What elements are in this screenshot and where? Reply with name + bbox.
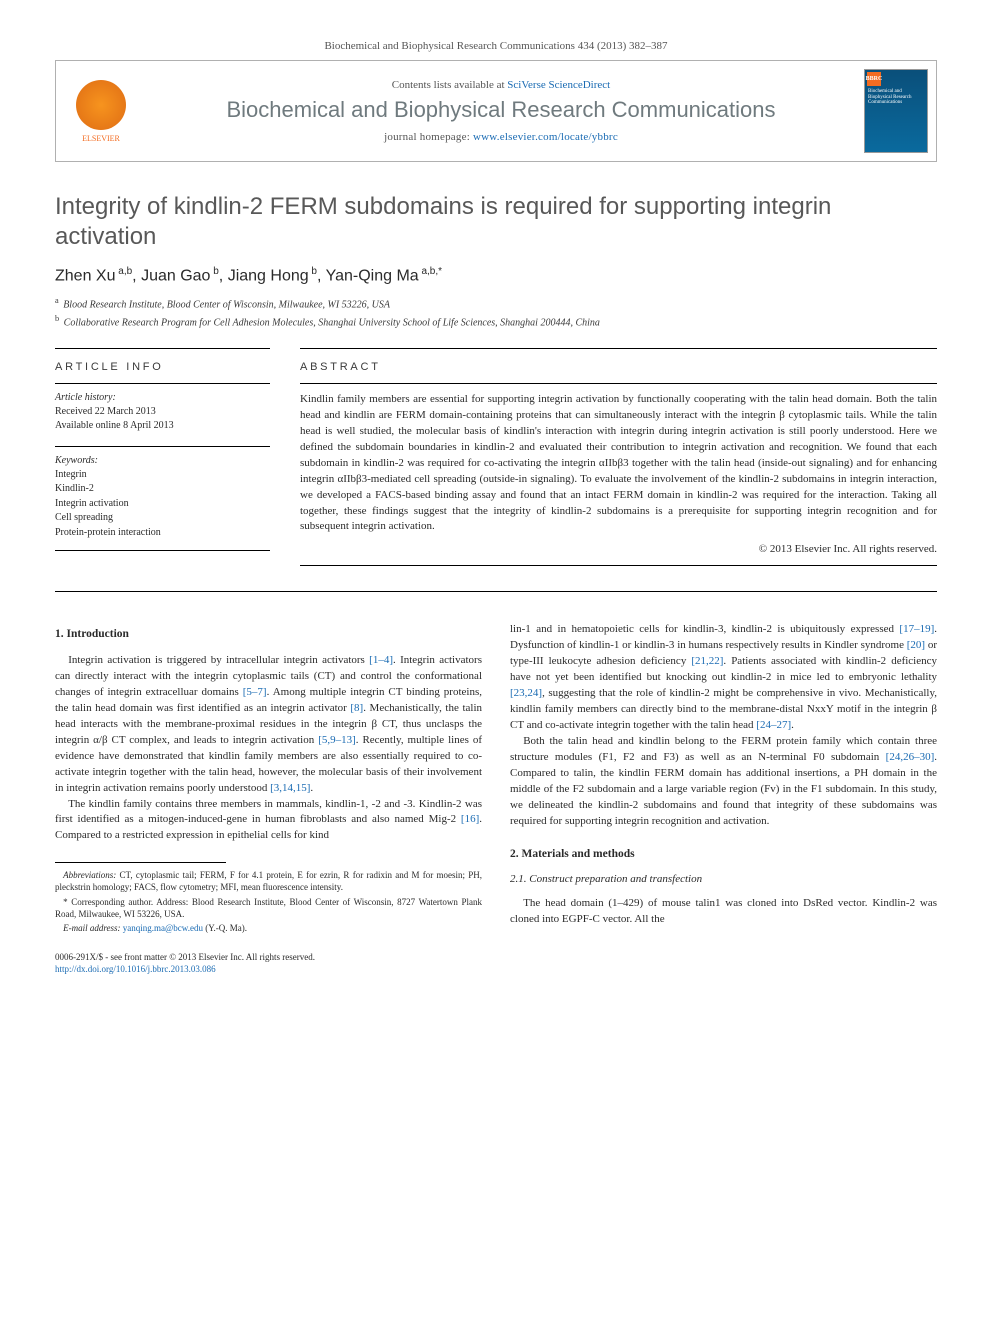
citation-line: Biochemical and Biophysical Research Com… bbox=[55, 40, 937, 52]
header-center: Contents lists available at SciVerse Sci… bbox=[146, 61, 856, 161]
text-run: . bbox=[791, 719, 794, 731]
author-list: Zhen Xu a,b, Juan Gao b, Jiang Hong b, Y… bbox=[55, 266, 937, 285]
text-run: lin-1 and in hematopoietic cells for kin… bbox=[510, 623, 899, 635]
intro-para-3: Both the talin head and kindlin belong t… bbox=[510, 734, 937, 830]
journal-header: ELSEVIER Contents lists available at Sci… bbox=[55, 60, 937, 162]
ref-link[interactable]: [21,22] bbox=[691, 655, 723, 667]
author-jiang-hong: Jiang Hong bbox=[228, 267, 309, 284]
scidirect-link[interactable]: SciVerse ScienceDirect bbox=[507, 79, 610, 91]
page-footer: 0006-291X/$ - see front matter © 2013 El… bbox=[55, 952, 482, 975]
abstract-text: Kindlin family members are essential for… bbox=[300, 392, 937, 535]
journal-name: Biochemical and Biophysical Research Com… bbox=[156, 97, 846, 123]
contents-prefix: Contents lists available at bbox=[392, 79, 507, 91]
left-column: 1. Introduction Integrin activation is t… bbox=[55, 622, 482, 975]
methods-subheading-1: 2.1. Construct preparation and transfect… bbox=[510, 872, 937, 888]
cover-line2: Biophysical Research Communications bbox=[868, 95, 924, 106]
ref-link[interactable]: [3,14,15] bbox=[270, 782, 310, 794]
affiliations: a Blood Research Institute, Blood Center… bbox=[55, 295, 937, 330]
methods-heading: 2. Materials and methods bbox=[510, 846, 937, 863]
journal-cover-icon: BBRC Biochemical and Biophysical Researc… bbox=[864, 69, 928, 153]
text-run: , suggesting that the role of kindlin-2 … bbox=[510, 687, 937, 731]
elsevier-label: ELSEVIER bbox=[82, 134, 120, 143]
email-link[interactable]: yanqing.ma@bcw.edu bbox=[121, 923, 203, 933]
abbrev-text: CT, cytoplasmic tail; FERM, F for 4.1 pr… bbox=[55, 870, 482, 892]
elsevier-logo-icon: ELSEVIER bbox=[66, 71, 136, 151]
methods-para-1: The head domain (1–429) of mouse talin1 … bbox=[510, 896, 937, 928]
author-sup: b bbox=[210, 266, 218, 277]
page-root: Biochemical and Biophysical Research Com… bbox=[0, 0, 992, 1005]
corr-label: * Corresponding author. bbox=[63, 897, 153, 907]
text-run: Both the talin head and kindlin belong t… bbox=[510, 735, 937, 763]
affiliation-text: Collaborative Research Program for Cell … bbox=[64, 317, 600, 328]
footnotes: Abbreviations: CT, cytoplasmic tail; FER… bbox=[55, 869, 482, 934]
doi-link[interactable]: http://dx.doi.org/10.1016/j.bbrc.2013.03… bbox=[55, 964, 216, 974]
contents-available-line: Contents lists available at SciVerse Sci… bbox=[156, 79, 846, 91]
author-sup: a,b bbox=[115, 266, 132, 277]
affiliation-b: b Collaborative Research Program for Cel… bbox=[55, 313, 937, 330]
intro-para-2: The kindlin family contains three member… bbox=[55, 797, 482, 845]
article-info-heading: ARTICLE INFO bbox=[55, 361, 270, 373]
cover-cell: BBRC Biochemical and Biophysical Researc… bbox=[856, 61, 936, 161]
corresponding-footnote: * Corresponding author. Address: Blood R… bbox=[55, 896, 482, 920]
ref-link[interactable]: [24–27] bbox=[756, 719, 791, 731]
email-who: (Y.-Q. Ma). bbox=[203, 923, 247, 933]
right-column: lin-1 and in hematopoietic cells for kin… bbox=[510, 622, 937, 975]
text-run: . bbox=[310, 782, 313, 794]
homepage-prefix: journal homepage: bbox=[384, 131, 473, 143]
ref-link[interactable]: [24,26–30] bbox=[886, 751, 935, 763]
author-sup: a,b, bbox=[419, 266, 438, 277]
intro-para-1: Integrin activation is triggered by intr… bbox=[55, 653, 482, 796]
divider bbox=[300, 383, 937, 384]
elsevier-tree-icon bbox=[76, 80, 126, 130]
email-footnote: E-mail address: yanqing.ma@bcw.edu (Y.-Q… bbox=[55, 922, 482, 934]
meta-block: ARTICLE INFO Article history: Received 2… bbox=[55, 348, 937, 566]
ref-link[interactable]: [17–19] bbox=[899, 623, 934, 635]
affiliation-text: Blood Research Institute, Blood Center o… bbox=[63, 300, 390, 311]
keywords-label: Keywords: bbox=[55, 455, 270, 466]
doi-line: http://dx.doi.org/10.1016/j.bbrc.2013.03… bbox=[55, 964, 482, 976]
divider bbox=[55, 550, 270, 551]
author-sup: b bbox=[309, 266, 317, 277]
author-yanqing-ma: Yan-Qing Ma bbox=[326, 267, 419, 284]
abbrev-footnote: Abbreviations: CT, cytoplasmic tail; FER… bbox=[55, 869, 482, 893]
front-matter-line: 0006-291X/$ - see front matter © 2013 El… bbox=[55, 952, 482, 964]
author-zhen-xu: Zhen Xu bbox=[55, 267, 115, 284]
ref-link[interactable]: [20] bbox=[907, 639, 925, 651]
copyright-line: © 2013 Elsevier Inc. All rights reserved… bbox=[300, 543, 937, 555]
divider bbox=[300, 565, 937, 566]
intro-para-2-cont: lin-1 and in hematopoietic cells for kin… bbox=[510, 622, 937, 734]
homepage-link[interactable]: www.elsevier.com/locate/ybbrc bbox=[473, 131, 618, 143]
affiliation-a: a Blood Research Institute, Blood Center… bbox=[55, 295, 937, 312]
email-label: E-mail address: bbox=[63, 923, 120, 933]
body-columns: 1. Introduction Integrin activation is t… bbox=[55, 622, 937, 975]
footnote-rule bbox=[55, 862, 226, 863]
cover-bbrc-badge: BBRC bbox=[867, 72, 881, 86]
intro-heading: 1. Introduction bbox=[55, 626, 482, 643]
abstract-heading: ABSTRACT bbox=[300, 361, 937, 373]
abbrev-label: Abbreviations: bbox=[63, 870, 116, 880]
author-juan-gao: Juan Gao bbox=[141, 267, 210, 284]
corresponding-mark: * bbox=[438, 266, 442, 277]
divider bbox=[55, 383, 270, 384]
ref-link[interactable]: [5,9–13] bbox=[318, 734, 356, 746]
ref-link[interactable]: [23,24] bbox=[510, 687, 542, 699]
article-title: Integrity of kindlin-2 FERM subdomains i… bbox=[55, 192, 937, 252]
ref-link[interactable]: [16] bbox=[461, 813, 479, 825]
section-divider bbox=[55, 591, 937, 592]
publisher-logo-cell: ELSEVIER bbox=[56, 61, 146, 161]
text-run: Integrin activation is triggered by intr… bbox=[68, 654, 369, 666]
ref-link[interactable]: [1–4] bbox=[369, 654, 393, 666]
ref-link[interactable]: [5–7] bbox=[243, 686, 267, 698]
keywords-list: Integrin Kindlin-2 Integrin activation C… bbox=[55, 468, 270, 541]
homepage-line: journal homepage: www.elsevier.com/locat… bbox=[156, 131, 846, 143]
abstract-column: ABSTRACT Kindlin family members are esse… bbox=[300, 348, 937, 566]
article-info-column: ARTICLE INFO Article history: Received 2… bbox=[55, 348, 270, 566]
history-text: Received 22 March 2013 Available online … bbox=[55, 405, 270, 434]
history-label: Article history: bbox=[55, 392, 270, 403]
ref-link[interactable]: [8] bbox=[350, 702, 363, 714]
divider bbox=[55, 446, 270, 447]
text-run: The kindlin family contains three member… bbox=[55, 798, 482, 826]
